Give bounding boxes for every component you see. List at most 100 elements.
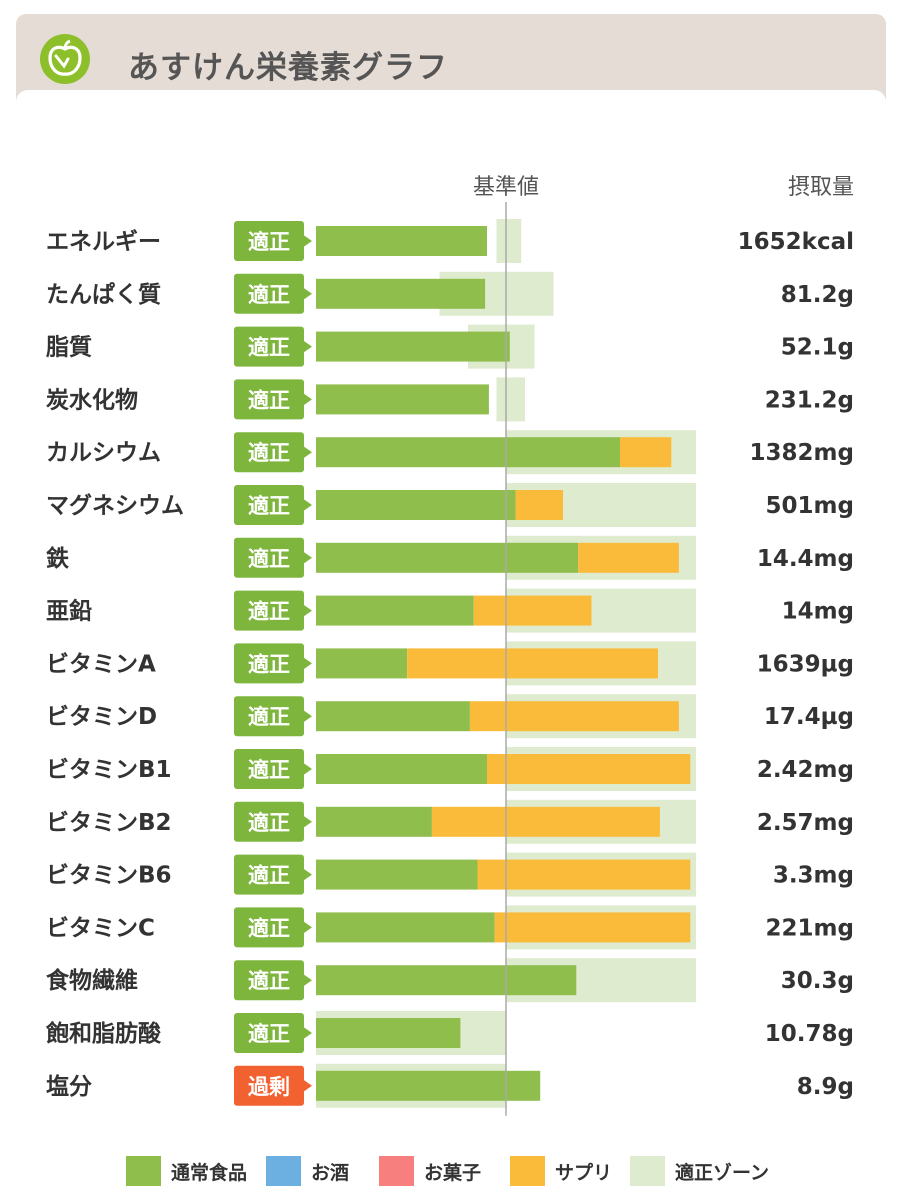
bar-food — [316, 806, 432, 837]
legend-swatch — [379, 1156, 414, 1186]
legend-label: お菓子 — [424, 1161, 481, 1184]
status-badge — [234, 379, 304, 420]
bar-food — [316, 437, 620, 468]
bar-supplement — [494, 912, 691, 943]
status-badge-pointer — [302, 603, 312, 618]
status-badge-pointer — [302, 762, 312, 776]
bar-food — [316, 859, 478, 890]
status-badge-text: 適正 — [248, 600, 290, 624]
status-badge-text: 適正 — [248, 441, 290, 465]
reference-line-label: 基準値 — [473, 175, 539, 200]
status-badge-pointer — [302, 1026, 312, 1040]
apple-scale-icon — [40, 34, 90, 84]
bar-food — [316, 965, 577, 996]
status-badge-pointer — [302, 498, 312, 512]
bar-supplement — [515, 490, 563, 520]
status-badge-text: 適正 — [248, 388, 290, 412]
bar-supplement — [473, 595, 592, 626]
intake-value: 14mg — [782, 599, 854, 625]
intake-value: 221mg — [766, 915, 854, 941]
status-badge-text: 適正 — [248, 283, 290, 307]
status-badge-text: 適正 — [248, 969, 290, 993]
intake-value: 2.42mg — [757, 757, 854, 783]
status-badge — [234, 960, 304, 1001]
bar-food — [316, 384, 489, 415]
status-badge-text: 適正 — [248, 916, 290, 940]
status-badge-pointer — [302, 234, 312, 248]
status-badge — [234, 643, 304, 684]
intake-value: 8.9g — [797, 1074, 854, 1100]
status-badge — [234, 221, 304, 261]
status-badge — [234, 801, 304, 842]
bar-food — [316, 701, 470, 732]
nutrient-name: 亜鉛 — [46, 598, 92, 625]
bar-food — [316, 542, 579, 573]
nutrient-name: ビタミンB6 — [46, 863, 172, 889]
app-frame: あすけん栄養素グラフ 基準値 摂取量 エネルギー 適正 1652kcal たんぱく質 適正 8… — [16, 14, 886, 1200]
nutrient-name: 鉄 — [46, 545, 69, 572]
intake-value: 2.57mg — [757, 810, 854, 836]
intake-value: 1652kcal — [738, 229, 854, 255]
status-badge — [234, 854, 304, 895]
status-badge-text: 適正 — [248, 864, 290, 888]
nutrient-name: ビタミンA — [46, 651, 156, 677]
legend-swatch — [266, 1156, 301, 1186]
status-badge — [234, 432, 304, 473]
legend-label: 通常食品 — [171, 1161, 247, 1184]
intake-value: 1639µg — [757, 651, 854, 677]
status-badge-text: 過剰 — [248, 1075, 290, 1099]
bar-food — [316, 1018, 461, 1048]
legend-label: お酒 — [311, 1162, 349, 1184]
bar-food — [316, 490, 516, 520]
legend-swatch — [510, 1156, 545, 1186]
bar-supplement — [620, 437, 672, 468]
bar-supplement — [477, 859, 691, 890]
bar-food — [316, 1070, 541, 1101]
intake-value: 3.3mg — [773, 863, 854, 889]
status-badge — [234, 273, 304, 314]
optimal-zone — [496, 377, 525, 422]
status-badge — [234, 537, 304, 578]
legend-label: 適正ゾーン — [675, 1161, 769, 1184]
nutrient-name: マグネシウム — [46, 492, 184, 519]
status-badge-pointer — [302, 973, 312, 988]
status-badge-text: 適正 — [248, 547, 290, 571]
status-badge-pointer — [302, 920, 312, 935]
status-badge — [234, 326, 304, 367]
optimal-zone — [496, 219, 522, 263]
status-badge-pointer — [302, 339, 312, 354]
nutrient-name: 飽和脂肪酸 — [46, 1020, 162, 1047]
legend-swatch — [630, 1156, 665, 1186]
legend-swatch — [126, 1156, 161, 1186]
nutrient-name: ビタミンC — [46, 915, 155, 941]
bar-food — [316, 648, 408, 679]
intake-value: 30.3g — [781, 968, 854, 994]
status-badge-pointer — [302, 550, 312, 565]
status-badge — [234, 696, 304, 737]
intake-value: 81.2g — [781, 282, 854, 308]
status-badge-pointer — [302, 814, 312, 829]
intake-value: 1382mg — [750, 440, 854, 466]
bar-food — [316, 331, 510, 362]
intake-value: 231.2g — [765, 387, 854, 413]
status-badge-pointer — [302, 445, 312, 460]
status-badge — [234, 485, 304, 525]
status-badge-pointer — [302, 286, 312, 301]
bar-food — [316, 595, 474, 626]
intake-value: 10.78g — [765, 1021, 854, 1047]
nutrient-name: エネルギー — [46, 229, 161, 255]
bar-supplement — [407, 648, 658, 679]
nutrient-name: たんぱく質 — [46, 281, 161, 308]
bar-food — [316, 226, 487, 256]
legend-label: サプリ — [555, 1161, 612, 1184]
nutrient-name: 食物繊維 — [46, 967, 138, 994]
bar-supplement — [487, 754, 691, 784]
status-badge-text: 適正 — [248, 1022, 290, 1046]
intake-value: 14.4mg — [757, 546, 854, 572]
status-badge-text: 適正 — [248, 336, 290, 360]
status-badge-pointer — [302, 656, 312, 671]
status-badge — [234, 1013, 304, 1053]
app-title: あすけん栄養素グラフ — [128, 50, 448, 86]
status-badge-text: 適正 — [248, 758, 290, 782]
